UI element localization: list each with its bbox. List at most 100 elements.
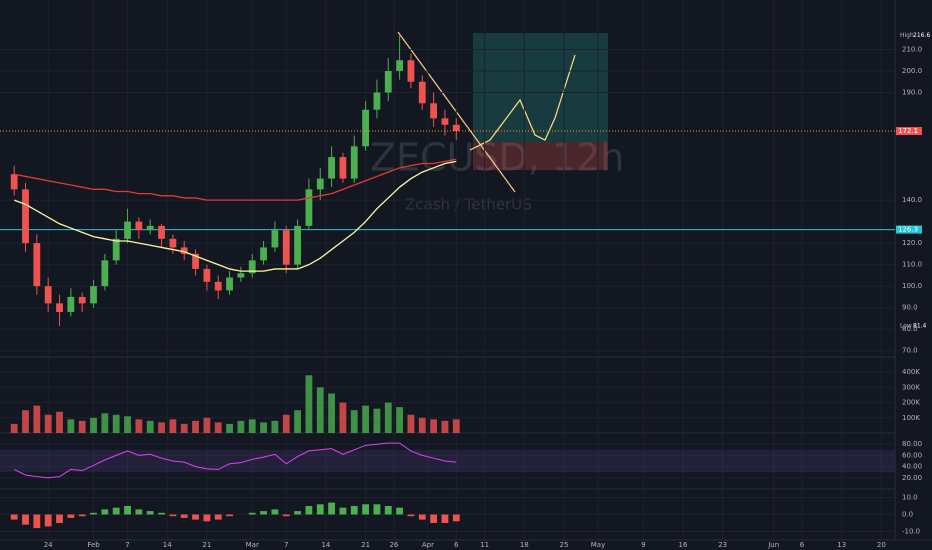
x-tick-label: 20 (877, 541, 886, 549)
volume-bar (214, 422, 222, 433)
macd-bar (10, 514, 18, 520)
candle-body (248, 260, 256, 274)
macd-bar (384, 506, 392, 515)
rsi-line (13, 442, 457, 479)
volume-bar (430, 419, 438, 433)
candle-body (452, 124, 460, 132)
volume-bar (124, 416, 131, 433)
candle-body (294, 225, 301, 265)
macd-bar (362, 504, 369, 515)
x-tick-label: 13 (837, 541, 846, 549)
macd-bar (305, 506, 313, 515)
volume-bar (237, 420, 245, 433)
y-tick-label: 60.00 (902, 451, 922, 459)
y-tick-label: 80.0 (902, 325, 918, 333)
macd-bar (271, 509, 279, 515)
y-tick-label: 90.0 (902, 304, 918, 312)
candle-body (237, 273, 245, 278)
macd-bar (214, 514, 222, 520)
x-tick-label: 6 (800, 541, 805, 549)
candle-body (384, 71, 392, 93)
volume-bar (362, 405, 369, 433)
candle-body (78, 296, 86, 304)
x-tick-label: 23 (718, 541, 727, 549)
candle-body (328, 157, 335, 179)
volume-bar (384, 402, 392, 433)
candle-body (192, 253, 199, 269)
x-tick-label: 26 (389, 541, 398, 549)
volume-bar (305, 375, 313, 433)
volume-bar (203, 417, 211, 433)
candle-body (56, 303, 63, 312)
candle-body (158, 225, 165, 239)
candle-body (214, 281, 222, 291)
candle-body (441, 118, 449, 125)
candle-body (282, 230, 290, 265)
macd-bar (135, 509, 143, 515)
macd-bar (226, 514, 233, 517)
macd-bar (124, 506, 131, 515)
volume-bar (192, 420, 199, 433)
x-tick-label: 24 (44, 541, 53, 549)
volume-bar (271, 420, 279, 433)
candle-body (124, 221, 131, 239)
volume-bar (180, 423, 188, 433)
macd-bar (396, 507, 404, 515)
candle-body (22, 189, 29, 244)
volume-bar (316, 387, 324, 433)
x-tick-label: 11 (480, 541, 489, 549)
macd-bar (339, 507, 347, 515)
volume-bar (33, 405, 41, 433)
macd-bar (430, 514, 438, 523)
macd-bar (158, 512, 165, 515)
target-zone (473, 33, 608, 142)
candle-body (316, 178, 324, 190)
x-tick-label: Mar (246, 541, 259, 549)
volume-bar (10, 423, 18, 433)
high-tag-value: 216.6 (913, 32, 930, 39)
x-tick-label: May (591, 541, 605, 549)
candle-body (135, 221, 143, 231)
volume-bar (407, 414, 415, 433)
level-label: 126.3 (898, 226, 918, 234)
y-tick-label: 210.0 (902, 45, 922, 53)
macd-bar (248, 512, 256, 515)
x-tick-label: 14 (321, 541, 330, 549)
y-tick-label: 120.0 (902, 239, 922, 247)
volume-bar (78, 420, 86, 433)
macd-bar (452, 514, 460, 522)
y-tick-label: -10.0 (902, 528, 920, 536)
x-tick-label: Apr (422, 541, 434, 549)
y-tick-label: 110.0 (902, 261, 922, 269)
macd-bar (78, 514, 86, 517)
candle-body (180, 247, 188, 254)
candle-body (226, 277, 233, 291)
low-tag-label: Low (900, 323, 912, 330)
volume-bar (90, 417, 97, 433)
volume-bar (56, 411, 63, 433)
macd-bar (101, 509, 109, 515)
volume-bar (396, 407, 404, 433)
macd-bar (112, 507, 120, 515)
candle-body (33, 243, 41, 287)
volume-bar (328, 393, 335, 433)
volume-bar (22, 410, 29, 433)
x-tick-label: 9 (641, 541, 645, 549)
volume-bar (146, 420, 154, 433)
candle-body (10, 174, 18, 190)
candle-body (44, 286, 52, 304)
y-tick-label: 400K (902, 368, 920, 376)
volume-bar (418, 417, 426, 433)
volume-bar (67, 419, 75, 433)
candle-body (112, 238, 120, 261)
price-label: 172.1 (898, 127, 918, 135)
candle-body (350, 146, 358, 179)
candle-body (418, 81, 426, 104)
candle-body (101, 260, 109, 287)
y-tick-label: 100K (902, 414, 920, 422)
candle-body (203, 268, 211, 282)
x-tick-label: 6 (454, 541, 459, 549)
candle-body (373, 92, 381, 110)
